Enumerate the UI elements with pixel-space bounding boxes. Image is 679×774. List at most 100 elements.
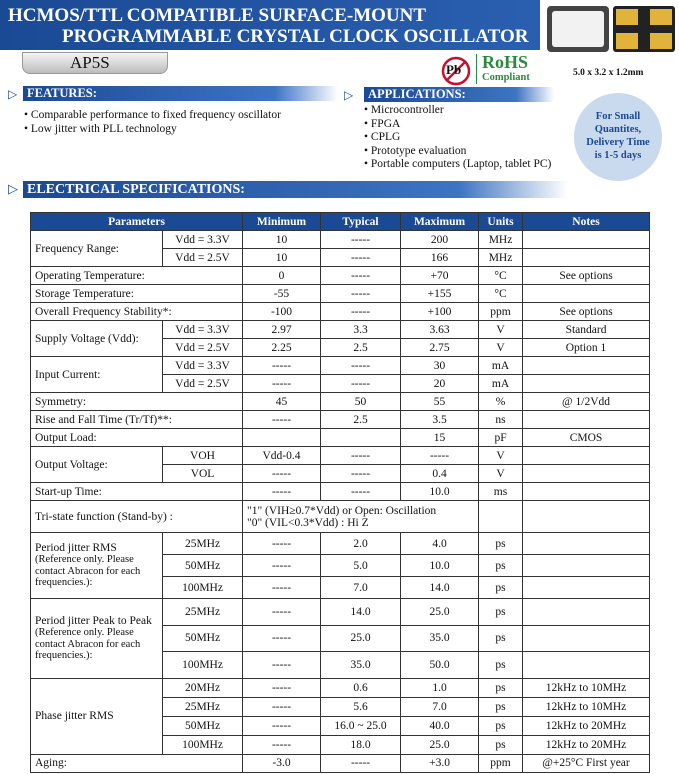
sub-param: 25MHz bbox=[161, 696, 244, 717]
sub-param: 100MHz bbox=[161, 734, 244, 755]
empty-cell bbox=[522, 248, 651, 267]
table-row: Start-up Time: ----- ----- 10.0 ms bbox=[29, 482, 651, 501]
cell-max: 7.0 bbox=[400, 696, 480, 717]
param-label: Start-up Time: bbox=[35, 485, 102, 498]
param-label: Symmetry: bbox=[35, 395, 87, 408]
features-list: Comparable performance to fixed frequenc… bbox=[24, 109, 281, 136]
list-item: Low jitter with PLL technology bbox=[24, 123, 281, 137]
empty-cell bbox=[522, 284, 651, 303]
cell-notes: 12kHz to 10MHz bbox=[522, 677, 651, 698]
cell-typ: 5.0 bbox=[320, 554, 402, 577]
cell-units: pF bbox=[478, 428, 524, 447]
cell-typ: 2.0 bbox=[320, 532, 402, 555]
param-cell: Output Load: bbox=[29, 428, 244, 447]
header-cell: Typical bbox=[320, 212, 402, 231]
cell-units: ps bbox=[478, 554, 524, 577]
cell-typ: ----- bbox=[320, 266, 402, 285]
cell-units: °C bbox=[478, 266, 524, 285]
table-row: Period jitter RMS (Reference only. Please… bbox=[30, 532, 651, 599]
table-row: Overall Frequency Stability*: -100 ----- +1… bbox=[29, 302, 651, 321]
cell-max: ----- bbox=[400, 446, 480, 465]
cell-max: 55 bbox=[400, 392, 480, 411]
cell-max: 15 bbox=[400, 428, 480, 447]
section-title: APPLICATIONS: bbox=[364, 87, 554, 102]
empty-cell bbox=[478, 500, 524, 533]
cell-max: 10.0 bbox=[400, 482, 480, 501]
table-row: Period jitter Peak to Peak (Reference onl… bbox=[30, 598, 651, 679]
cell-min: ----- bbox=[242, 696, 322, 717]
cell-min: ----- bbox=[242, 532, 322, 555]
pb-label: Pb bbox=[446, 62, 462, 77]
list-item: Comparable performance to fixed frequenc… bbox=[24, 109, 281, 123]
param-cell: Phase jitter RMS bbox=[30, 677, 163, 755]
empty-cell bbox=[522, 464, 651, 483]
param-cell: Tri-state function (Stand-by) : bbox=[29, 500, 244, 533]
cell-max: 3.5 bbox=[400, 410, 480, 429]
cell-notes: @+25°C First year bbox=[522, 753, 651, 773]
cell-notes: 12kHz to 20MHz bbox=[522, 715, 651, 736]
table-row: Operating Temperature: 0 ----- +70 °C See opt… bbox=[29, 266, 651, 285]
cell-min: 45 bbox=[242, 392, 322, 411]
cell-min: 10 bbox=[242, 230, 322, 249]
param-cell: Start-up Time: bbox=[29, 482, 244, 501]
cell-units: ps bbox=[478, 624, 524, 653]
rohs-sub: Compliant bbox=[482, 72, 530, 83]
param-label: Frequency Range: bbox=[35, 242, 119, 255]
cell-max: 30 bbox=[400, 356, 480, 375]
param-cell: Output Voltage: bbox=[30, 446, 163, 483]
cell-max: +70 bbox=[400, 266, 480, 285]
empty-cell bbox=[522, 554, 651, 577]
param-label: Supply Voltage (Vdd): bbox=[35, 332, 139, 345]
param-cell: Supply Voltage (Vdd): bbox=[30, 320, 163, 357]
table-row: Symmetry: 45 50 55% @ 1/2Vdd bbox=[29, 392, 651, 411]
cell-notes: Option 1 bbox=[522, 338, 651, 357]
param-cell: Storage Temperature: bbox=[29, 284, 244, 303]
table-row: Aging: -3.0 ----- +3.0 ppm @+25°C First year bbox=[29, 753, 651, 773]
cell-typ: ----- bbox=[320, 446, 402, 465]
cell-typ: 7.0 bbox=[320, 576, 402, 599]
cell-typ: ----- bbox=[320, 482, 402, 501]
cell-typ: 35.0 bbox=[320, 651, 402, 679]
cell-units: ps bbox=[478, 715, 524, 736]
empty-cell bbox=[522, 230, 651, 249]
empty-cell bbox=[522, 598, 651, 626]
table-row: Vdd = 2.5V 10 ----- 166 MHz bbox=[31, 248, 651, 267]
param-note: (Reference only. Please contact Abracon … bbox=[35, 554, 141, 589]
table-row: Output Load: 15 pF CMOS bbox=[29, 428, 651, 447]
param-label: Output Load: bbox=[35, 431, 97, 444]
sub-param: VOL bbox=[161, 464, 244, 483]
param-label: Rise and Fall Time (Tr/Tf)**: bbox=[35, 413, 172, 426]
cell-units: ps bbox=[478, 651, 524, 679]
cell-notes: See options bbox=[522, 266, 651, 285]
empty-cell bbox=[522, 446, 651, 465]
product-images bbox=[547, 6, 675, 52]
cell-max: 25.0 bbox=[400, 598, 480, 626]
cell-min: ----- bbox=[242, 554, 322, 577]
sub-param: VOH bbox=[161, 446, 244, 465]
cell-units: mA bbox=[478, 374, 524, 393]
empty-cell bbox=[522, 374, 651, 393]
cell-min: ----- bbox=[242, 715, 322, 736]
table-row: Frequency Range: Vdd = 3.3V 10 ----- 200 MHz bbox=[30, 230, 651, 267]
list-item: CPLG bbox=[364, 131, 551, 145]
cell-max: +3.0 bbox=[400, 753, 480, 773]
cell-max: 20 bbox=[400, 374, 480, 393]
cell-units: ppm bbox=[478, 302, 524, 321]
cell-typ: 0.6 bbox=[320, 677, 402, 698]
param-label: Period jitter RMS bbox=[35, 542, 117, 555]
param-label: Overall Frequency Stability*: bbox=[35, 305, 172, 318]
cell-units: ppm bbox=[478, 753, 524, 773]
cell-typ: ----- bbox=[320, 464, 402, 483]
cell-units: mA bbox=[478, 356, 524, 375]
cell-min: ----- bbox=[242, 410, 322, 429]
pb-icon bbox=[441, 56, 471, 86]
cell-typ: ----- bbox=[320, 374, 402, 393]
header-cell: Units bbox=[478, 212, 524, 231]
cell-typ: 18.0 bbox=[320, 734, 402, 755]
header-cell: Notes bbox=[522, 212, 651, 231]
cell-min: 0 bbox=[242, 266, 322, 285]
cell-typ: 3.3 bbox=[320, 320, 402, 339]
cell-units: ms bbox=[478, 482, 524, 501]
cell-units: MHz bbox=[478, 248, 524, 267]
sub-param: 100MHz bbox=[161, 576, 244, 599]
